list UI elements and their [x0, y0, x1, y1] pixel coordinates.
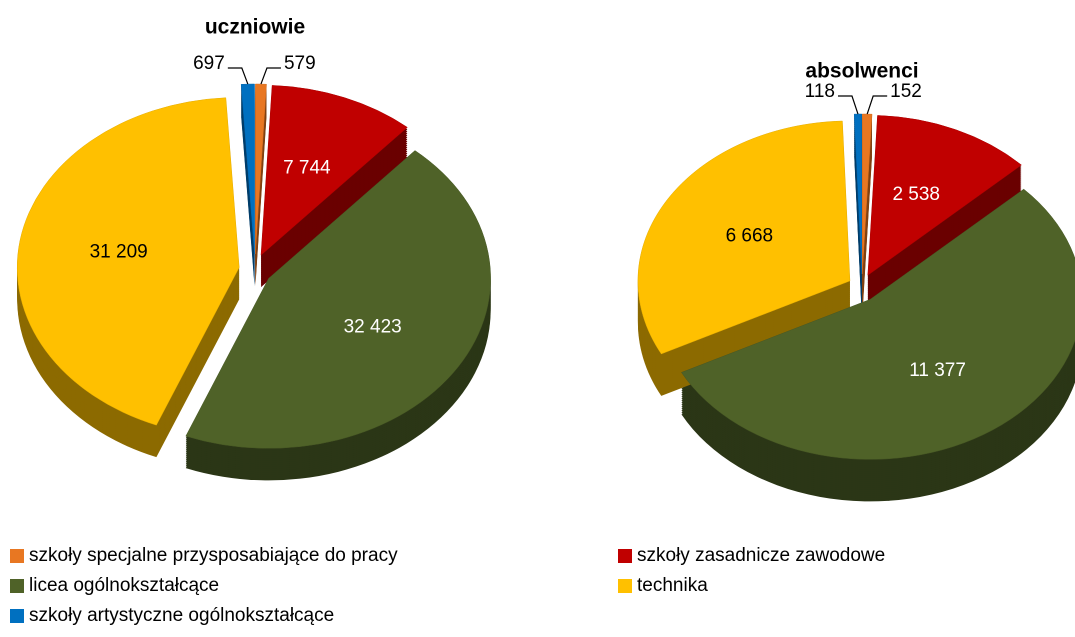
- data-label: 7 744: [283, 158, 331, 179]
- legend-label: szkoły artystyczne ogólnokształcące: [29, 605, 334, 626]
- legend-label: licea ogólnokształcące: [29, 575, 219, 596]
- legend-swatch: [10, 549, 24, 563]
- leader-line: [260, 67, 281, 85]
- leader-line: [837, 95, 859, 115]
- leader-line: [866, 95, 888, 115]
- data-label: 697: [193, 53, 225, 74]
- legend-swatch: [10, 609, 24, 623]
- data-label: 6 668: [726, 225, 774, 246]
- leader-line: [227, 67, 249, 85]
- slice: [867, 115, 1022, 276]
- data-label: 32 423: [344, 316, 402, 337]
- slice: [17, 97, 240, 426]
- data-label: 152: [890, 81, 922, 102]
- chart-title: absolwenci: [805, 60, 918, 83]
- slice: [260, 85, 408, 256]
- data-label: 579: [284, 53, 316, 74]
- data-label: 11 377: [909, 360, 966, 381]
- data-label: 2 538: [892, 184, 940, 205]
- data-label: 31 209: [90, 241, 148, 262]
- legend-swatch: [618, 549, 632, 563]
- legend-swatch: [618, 579, 632, 593]
- data-label: 118: [805, 81, 835, 102]
- slice: [637, 120, 851, 355]
- legend-label: szkoły specjalne przysposabiające do pra…: [29, 545, 398, 566]
- legend-swatch: [10, 579, 24, 593]
- chart-title: uczniowie: [205, 16, 305, 39]
- slice: [185, 150, 491, 449]
- legend-label: szkoły zasadnicze zawodowe: [637, 545, 885, 566]
- legend-label: technika: [637, 575, 708, 596]
- slice: [853, 113, 863, 275]
- slice: [240, 83, 255, 255]
